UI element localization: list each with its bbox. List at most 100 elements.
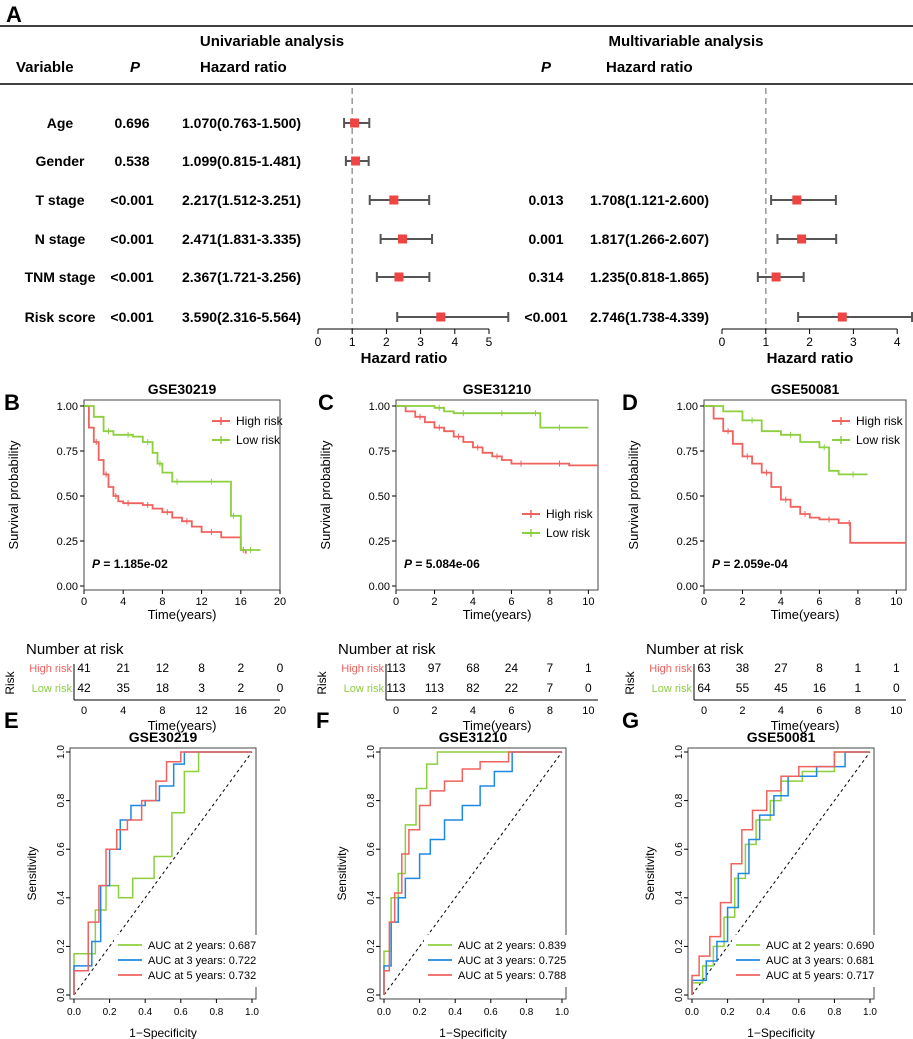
uni-title: Univariable analysis (200, 33, 344, 50)
nar-x-tick-label: 4 (120, 705, 126, 717)
km-x-tick-label: 8 (159, 596, 165, 608)
roc-y-tick-label: 0.6 (56, 842, 67, 856)
uni-hr-header: Hazard ratio (200, 59, 287, 76)
roc-curve-2y (691, 751, 870, 995)
nar-title: Number at risk (646, 641, 744, 658)
uni-hr-point (350, 118, 360, 128)
roc-curve-5y (73, 751, 252, 995)
km-y-tick-label: 1.00 (369, 401, 390, 413)
roc-legend-label: AUC at 3 years: 0.722 (148, 955, 256, 967)
nar-low-count: 64 (697, 681, 711, 695)
uni-x-tick-label: 3 (417, 335, 424, 349)
roc-x-tick-label: 0.4 (448, 1007, 462, 1018)
km-low-risk-curve (84, 405, 261, 551)
roc-y-label: Sensitivity (25, 846, 39, 900)
uni-hr-point (394, 272, 404, 282)
forest-multi-hr-text: 1.235(0.818-1.865) (590, 269, 709, 285)
multi-x-tick-label: 1 (762, 335, 769, 349)
roc-plot-frame (687, 747, 875, 1000)
forest-table: Univariable analysis Multivariable analy… (0, 25, 913, 367)
variable-header: Variable (16, 59, 74, 76)
multi-hr-point (837, 312, 847, 322)
km-y-label: Survival probability (6, 440, 21, 550)
nar-low-count: 45 (774, 681, 788, 695)
forest-variable: T stage (35, 192, 84, 208)
roc-y-tick-label: 0.8 (56, 793, 67, 807)
roc-y-tick-label: 0.4 (674, 890, 685, 904)
nar-low-count: 22 (505, 681, 519, 695)
panel-letter-a: A (6, 2, 22, 27)
roc-diagonal (383, 751, 563, 996)
km-legend-label: High risk (856, 414, 904, 428)
roc-x-label: 1−Specificity (129, 1026, 197, 1039)
roc-title: GSE30219 (129, 729, 198, 745)
km-x-tick-label: 4 (470, 596, 476, 608)
nar-high-count: 63 (697, 661, 711, 675)
km-x-tick-label: 0 (701, 596, 707, 608)
nar-x-tick-label: 0 (81, 705, 87, 717)
forest-uni-hr-text: 1.099(0.815-1.481) (182, 153, 301, 169)
nar-low-label: Low risk (652, 683, 693, 695)
nar-x-tick-label: 6 (816, 705, 822, 717)
km-legend-label: Low risk (236, 433, 281, 447)
forest-variable: Risk score (25, 309, 96, 325)
km-y-tick-label: 1.00 (57, 401, 78, 413)
km-y-label: Survival probability (626, 440, 641, 550)
nar-high-count: 1 (585, 661, 592, 675)
roc-diagonal (691, 751, 871, 996)
nar-low-count: 113 (386, 681, 405, 695)
uni-hr-point (389, 195, 399, 205)
nar-x-tick-label: 0 (393, 705, 399, 717)
roc-x-tick-label: 0.6 (174, 1007, 188, 1018)
roc-legend-label: AUC at 5 years: 0.732 (148, 970, 256, 982)
km-x-tick-label: 8 (547, 596, 553, 608)
forest-uni-p: <0.001 (110, 309, 153, 325)
km-high-risk-curve (704, 405, 906, 544)
nar-low-count: 18 (156, 681, 170, 695)
roc-panel: GSE30219 0.00.0 0.2 0.2 0.4 0.4 0.6 0.6 0.8 0.8 1.… (25, 729, 290, 1039)
panel-letter-g: G (622, 708, 639, 733)
nar-x-tick-label: 4 (470, 705, 476, 717)
panel-letter-e: E (4, 708, 19, 733)
uni-x-tick-label: 1 (349, 335, 356, 349)
nar-high-count: 0 (277, 661, 284, 675)
km-x-tick-label: 2 (739, 596, 745, 608)
multi-hr-point (792, 195, 802, 205)
km-x-tick-label: 6 (508, 596, 514, 608)
nar-high-count: 38 (736, 661, 750, 675)
km-x-tick-label: 2 (431, 596, 437, 608)
roc-x-tick-label: 0.8 (519, 1007, 533, 1018)
roc-x-tick-label: 0.2 (413, 1007, 427, 1018)
roc-legend-label: AUC at 3 years: 0.681 (766, 955, 874, 967)
roc-curve-5y (383, 751, 562, 995)
km-y-tick-label: 0.25 (369, 536, 390, 548)
km-y-tick-label: 0.00 (57, 581, 78, 593)
forest-variable: TNM stage (25, 269, 96, 285)
roc-curve-2y (73, 751, 252, 995)
nar-low-count: 82 (466, 681, 480, 695)
nar-high-count: 21 (117, 661, 131, 675)
forest-multi-p: 0.314 (528, 269, 563, 285)
nar-low-count: 55 (736, 681, 750, 695)
roc-curve-3y (691, 751, 870, 995)
uni-hr-point (398, 234, 408, 244)
km-y-label: Survival probability (318, 440, 333, 550)
nar-low-count: 1 (855, 681, 862, 695)
roc-x-tick-label: 0.8 (209, 1007, 223, 1018)
nar-x-tick-label: 2 (739, 705, 745, 717)
uni-axis-label: Hazard ratio (361, 350, 448, 367)
nar-title: Number at risk (26, 641, 124, 658)
roc-y-label: Sensitivity (643, 846, 657, 900)
forest-uni-hr-text: 1.070(0.763-1.500) (182, 115, 301, 131)
km-panel: GSE31210 0.00 0.25 0.50 0.75 1.00 Survival pro… (315, 381, 599, 733)
roc-x-tick-label: 1.0 (245, 1007, 259, 1018)
km-p-value: P = 2.059e-04 (712, 557, 788, 571)
nar-high-label: High risk (649, 663, 692, 675)
km-x-tick-label: 12 (195, 596, 207, 608)
roc-y-tick-label: 0.0 (674, 988, 685, 1002)
nar-x-tick-label: 0 (701, 705, 707, 717)
roc-x-tick-label: 0.6 (792, 1007, 806, 1018)
uni-hr-point (436, 312, 446, 322)
roc-x-tick-label: 0.4 (756, 1007, 770, 1018)
